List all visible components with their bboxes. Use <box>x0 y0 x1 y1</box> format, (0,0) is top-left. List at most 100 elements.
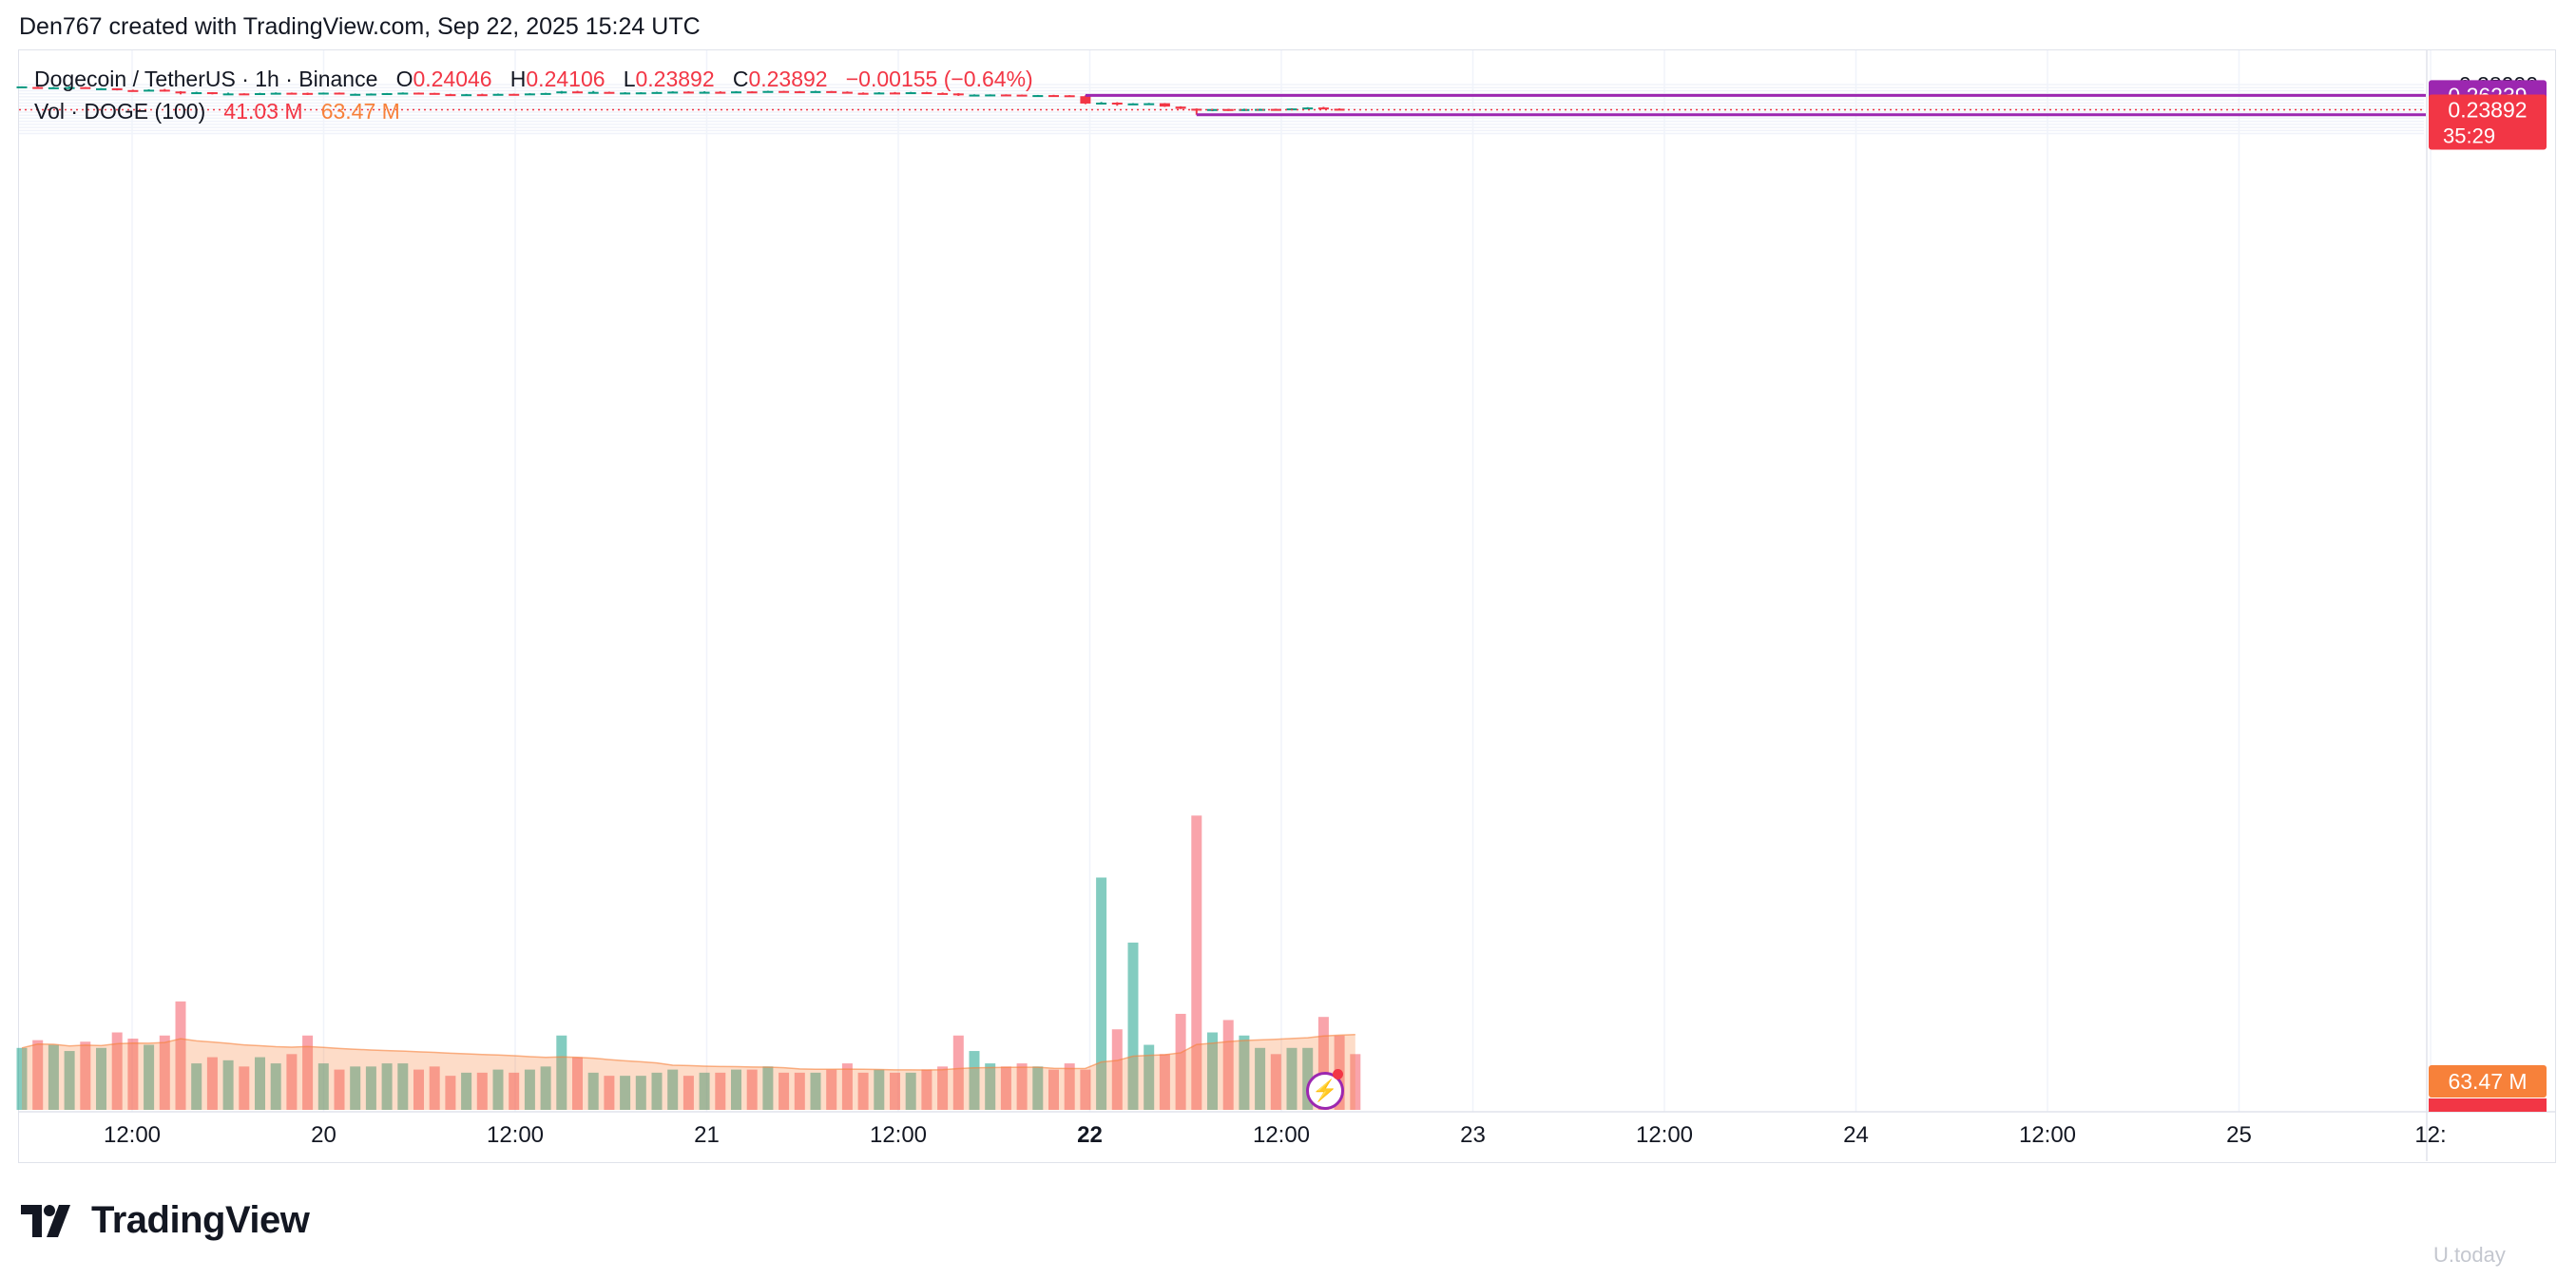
time-tick-label: 12:00 <box>1253 1122 1310 1148</box>
volume-bar <box>1222 1020 1234 1110</box>
candle-body <box>381 93 393 96</box>
candle-body <box>682 91 694 94</box>
candle-body <box>445 94 456 97</box>
volume-bar <box>1096 877 1107 1110</box>
horizontal-lines <box>19 93 2426 117</box>
time-tick-label: 12:00 <box>487 1122 544 1148</box>
time-axis: 12:00 20 12:00 21 12:00 22 12:00 23 12:00 24 12:00… <box>104 1122 2447 1148</box>
notification-dot <box>1333 1069 1343 1079</box>
ohlc-high-label: H <box>509 67 527 91</box>
volume-bar <box>969 1051 980 1110</box>
time-tick-label: 22 <box>1077 1122 1103 1148</box>
candle-body <box>302 92 314 95</box>
volume-bar <box>381 1063 393 1110</box>
volume-pane <box>16 815 1361 1110</box>
candle-body <box>1000 94 1011 97</box>
candle-body <box>429 92 440 95</box>
volume-ma-area <box>22 1034 1355 1110</box>
volume-bar <box>667 1069 679 1110</box>
candle-body <box>127 89 139 92</box>
candle-body <box>1064 95 1075 98</box>
candle-body <box>175 91 186 94</box>
volume-bar <box>620 1076 631 1110</box>
volume-bar <box>191 1063 202 1110</box>
volume-bar <box>937 1066 949 1110</box>
volume-bar <box>492 1069 504 1110</box>
volume-bar <box>905 1072 916 1110</box>
candle-body <box>890 92 900 95</box>
candle-body <box>255 93 265 96</box>
candle-body <box>350 93 361 96</box>
tradingview-logo-icon <box>21 1204 70 1237</box>
volume-bar <box>587 1072 599 1110</box>
ohlc-open-value: 0.24046 <box>413 67 492 91</box>
volume-last-badge <box>2429 1098 2547 1112</box>
volume-bar <box>1016 1063 1028 1110</box>
volume-bar <box>350 1066 361 1110</box>
volume-bar <box>699 1072 710 1110</box>
candle-body <box>1317 107 1329 110</box>
volume-bar <box>317 1063 329 1110</box>
volume-bar <box>1191 815 1202 1110</box>
volume-bar <box>810 1072 821 1110</box>
volume-bar <box>16 1047 28 1110</box>
volume-bar <box>762 1066 774 1110</box>
ohlc-high-value: 0.24106 <box>526 67 606 91</box>
volume-ma-badge <box>2429 1065 2547 1098</box>
volume-bar <box>556 1035 567 1110</box>
volume-bar <box>731 1069 741 1110</box>
time-tick-label: 12:00 <box>1636 1122 1693 1148</box>
time-tick-label: 24 <box>1843 1122 1869 1148</box>
volume-bar <box>1239 1035 1250 1110</box>
time-tick-label: 12:00 <box>104 1122 161 1148</box>
time-tick-label: 12:00 <box>870 1122 927 1148</box>
tradingview-brand[interactable]: TradingView <box>21 1199 310 1242</box>
candle-body <box>794 91 805 94</box>
time-tick-label: 21 <box>694 1122 720 1148</box>
candle-body <box>397 92 409 95</box>
candle-body <box>222 93 234 96</box>
volume-bar <box>874 1069 885 1110</box>
candle-body <box>985 94 996 97</box>
candle-body <box>476 94 488 97</box>
volume-bar <box>1032 1066 1044 1110</box>
volume-bar <box>540 1066 551 1110</box>
volume-bar <box>48 1044 59 1110</box>
volume-bar <box>1064 1063 1075 1110</box>
candle-body <box>1032 95 1044 98</box>
brand-name: TradingView <box>91 1199 310 1241</box>
candle-body <box>651 91 663 94</box>
volume-bar <box>651 1072 663 1110</box>
candle-body <box>270 92 281 95</box>
last-price-label: 0.23892 <box>2448 97 2527 122</box>
volume-bar <box>715 1072 726 1110</box>
volume-bar <box>1048 1069 1059 1110</box>
volume-bar <box>841 1063 853 1110</box>
volume-bar <box>1270 1054 1281 1110</box>
candle-body <box>1191 108 1202 111</box>
volume-bar <box>1000 1066 1011 1110</box>
volume-bar <box>1144 1044 1155 1110</box>
candle-body <box>1144 103 1155 105</box>
volume-bar <box>111 1032 123 1110</box>
volume-bar <box>746 1069 758 1110</box>
volume-bar <box>222 1059 234 1110</box>
candle-body <box>556 91 567 94</box>
volume-bar <box>270 1063 281 1110</box>
volume-bar <box>1080 1069 1091 1110</box>
chart-credit: Den767 created with TradingView.com, Sep… <box>19 13 701 40</box>
volume-bar <box>921 1069 932 1110</box>
time-tick-label: 12: <box>2414 1122 2446 1148</box>
candle-body <box>1127 103 1139 105</box>
volume-bar <box>206 1057 218 1110</box>
candle-body <box>1302 107 1314 110</box>
ohlc-low-label: L <box>623 67 636 91</box>
volume-bar <box>572 1057 583 1110</box>
candle-body <box>731 91 741 94</box>
volume-bar <box>32 1040 44 1110</box>
candle-body <box>206 92 218 95</box>
volume-label: Vol · DOGE (100) <box>34 99 206 124</box>
volume-bar <box>1159 1054 1170 1110</box>
candle-body <box>587 91 599 94</box>
